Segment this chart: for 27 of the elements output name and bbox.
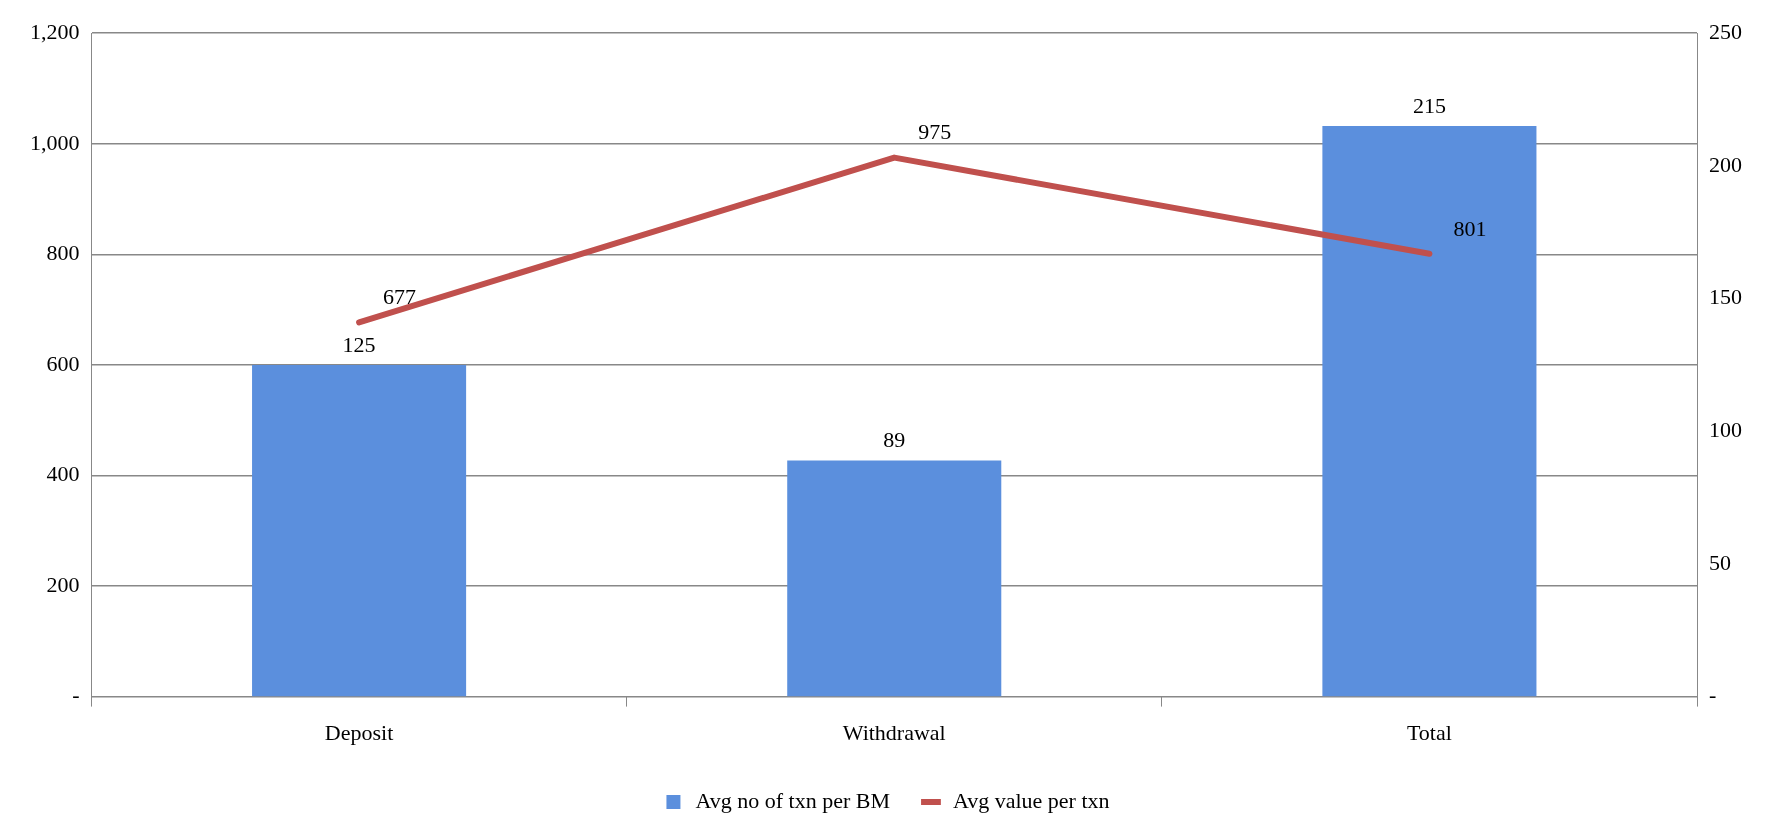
y2-tick-label: 100: [1709, 417, 1742, 443]
y2-tick-label: 150: [1709, 284, 1742, 310]
y-tick-label: 600: [46, 350, 80, 376]
bar: [1322, 126, 1537, 697]
data-label: 89: [883, 427, 906, 453]
y2-tick-label: 50: [1709, 549, 1731, 575]
data-label: 975: [918, 119, 952, 145]
data-label: 125: [342, 331, 376, 357]
x-tick-label: Withdrawal: [842, 719, 946, 745]
legend-label: Avg no of txn per BM: [695, 787, 890, 813]
y2-tick-label: 250: [1709, 18, 1742, 44]
y-tick-label: 1,000: [30, 129, 80, 155]
y-tick-label: -: [72, 682, 80, 708]
bar: [252, 364, 467, 697]
x-tick-label: Deposit: [324, 719, 394, 745]
y-tick-label: 1,200: [30, 18, 80, 44]
y-tick-label: 400: [46, 461, 80, 487]
y2-tick-label: 200: [1709, 151, 1742, 177]
y-tick-label: 200: [46, 571, 80, 597]
data-label: 215: [1412, 92, 1446, 118]
x-tick-label: Total: [1406, 719, 1452, 745]
data-label: 677: [383, 284, 417, 310]
y2-tick-label: -: [1709, 682, 1717, 708]
y-tick-label: 800: [46, 240, 80, 266]
legend-label: Avg value per txn: [952, 787, 1110, 813]
data-label: 801: [1453, 215, 1487, 241]
bar: [787, 460, 1002, 697]
